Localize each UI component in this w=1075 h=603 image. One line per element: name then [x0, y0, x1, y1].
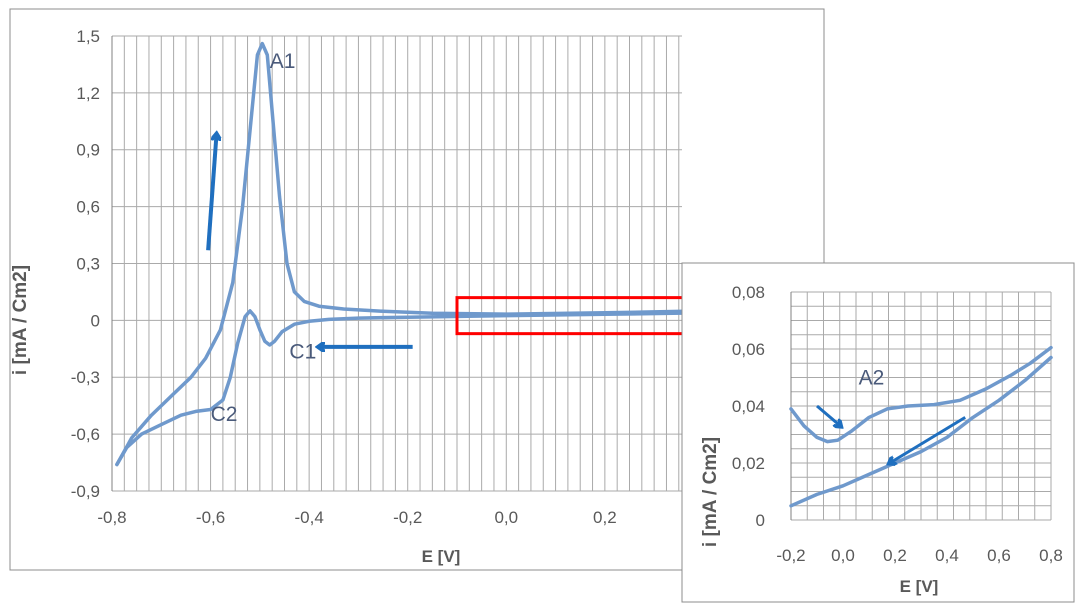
inset-y-tick-label: 0,08 — [732, 283, 765, 302]
inset-y-tick-label: 0,06 — [732, 340, 765, 359]
inset-chart-border — [681, 262, 1075, 603]
main-y-axis-title: i [mA / Cm2] — [10, 265, 31, 375]
main-x-tick-label: -0,8 — [97, 508, 126, 527]
inset-x-tick-label: 0,0 — [831, 546, 855, 565]
main-y-tick-label: 0 — [91, 311, 100, 330]
inset-arrows — [816, 404, 966, 463]
main-y-tick-label: 0,3 — [76, 254, 100, 273]
inset-y-tick-label: 0,02 — [732, 454, 765, 473]
inset-series-2 — [789, 355, 1053, 508]
inset-x-tick-label: -0,2 — [776, 546, 805, 565]
main-y-tick-label: 1,2 — [76, 84, 100, 103]
main-y-tick-label: -0,6 — [71, 425, 100, 444]
peak-label-a1: A1 — [270, 50, 296, 73]
inset-y-tick-label: 0 — [756, 511, 765, 530]
inset-series-1 — [789, 345, 1053, 444]
inset-x-tick-label: 0,8 — [1039, 546, 1063, 565]
inset-tick-labels: -0,2 0,0 0,2 0,4 0,6 0,8 0 0,02 0,04 0,06 0,08 — [732, 283, 1063, 565]
main-arrows — [206, 135, 413, 347]
main-x-tick-label: -0,2 — [393, 508, 422, 527]
inset-x-tick-label: 0,4 — [935, 546, 959, 565]
inset-y-axis-title: i [mA / Cm2] — [700, 437, 721, 547]
main-x-axis-title: E [V] — [422, 547, 461, 566]
main-direction-arrow — [206, 135, 216, 251]
inset-x-tick-label: 0,2 — [883, 546, 907, 565]
main-y-tick-label: -0,3 — [71, 368, 100, 387]
main-x-tick-label: -0,4 — [294, 508, 323, 527]
main-x-tick-label: 0,2 — [593, 508, 617, 527]
peak-label-c1: C1 — [289, 340, 316, 363]
inset-annotations: A2 — [859, 367, 885, 390]
peak-label-a2: A2 — [859, 367, 885, 390]
inset-direction-arrow — [890, 416, 966, 463]
main-series-group — [115, 41, 804, 467]
main-y-tick-label: -0,9 — [71, 482, 100, 501]
main-series-1 — [115, 41, 804, 467]
inset-cv-chart: -0,2 0,0 0,2 0,4 0,6 0,800,020,040,060,08 A2 … — [681, 262, 1075, 603]
peak-label-c2: C2 — [211, 403, 238, 426]
inset-grid — [790, 291, 1052, 521]
main-annotations: A1 C1 C2 — [211, 50, 317, 426]
inset-direction-arrow — [816, 404, 840, 426]
inset-x-tick-label: 0,6 — [987, 546, 1011, 565]
inset-series-group — [789, 345, 1053, 508]
inset-y-tick-label: 0,04 — [732, 397, 765, 416]
main-y-tick-label: 0,6 — [76, 198, 100, 217]
main-x-tick-label: 0,0 — [494, 508, 518, 527]
main-y-tick-label: 0,9 — [76, 141, 100, 160]
main-y-tick-label: 1,5 — [76, 27, 100, 46]
main-x-tick-label: -0,6 — [196, 508, 225, 527]
inset-x-axis-title: E [V] — [900, 577, 939, 596]
main-series-2 — [115, 307, 804, 467]
